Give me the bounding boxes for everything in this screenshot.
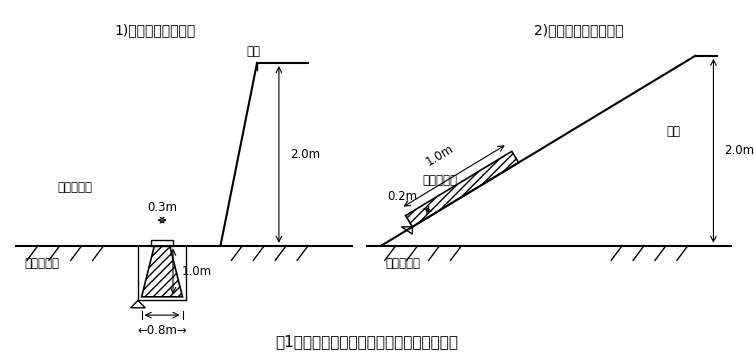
Polygon shape (406, 151, 519, 227)
Text: 排水パイプ: 排水パイプ (24, 257, 59, 270)
Polygon shape (401, 227, 412, 234)
Text: 1.0m: 1.0m (182, 265, 212, 278)
Text: 2.0m: 2.0m (290, 148, 320, 161)
Text: 地山: 地山 (666, 125, 680, 138)
Text: 1)法面勾配が急場合: 1)法面勾配が急場合 (114, 23, 195, 37)
Text: 図1　ソイルセメントによる法面保全技術例: 図1 ソイルセメントによる法面保全技術例 (275, 335, 458, 350)
Text: 2.0m: 2.0m (725, 144, 754, 157)
Polygon shape (130, 301, 146, 308)
Text: 0.3m: 0.3m (147, 201, 177, 214)
Text: 排水パイプ: 排水パイプ (385, 257, 421, 270)
Text: 0.2m: 0.2m (387, 190, 417, 203)
Text: 被覆タイプ: 被覆タイプ (422, 174, 457, 186)
Text: 1.0m: 1.0m (423, 142, 456, 169)
Text: 2)法面勾配が緩い場合: 2)法面勾配が緩い場合 (534, 23, 623, 37)
Text: ←0.8m→: ←0.8m→ (137, 324, 187, 337)
Text: 擁壁タイプ: 擁壁タイプ (57, 181, 92, 194)
Text: 地山: 地山 (247, 45, 260, 58)
Polygon shape (142, 246, 182, 297)
Polygon shape (151, 240, 173, 246)
